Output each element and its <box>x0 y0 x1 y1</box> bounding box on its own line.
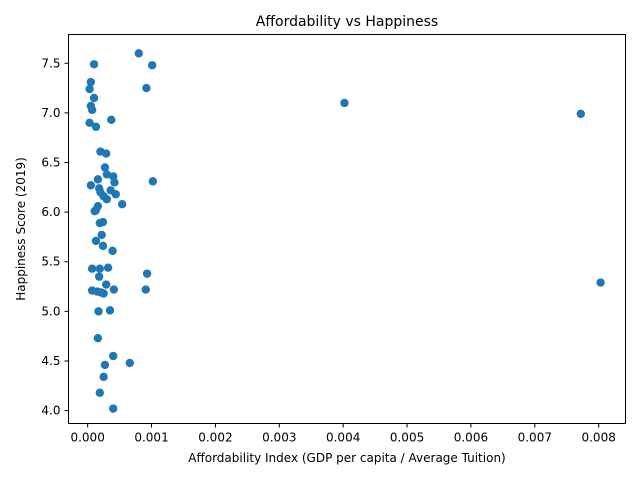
data-point <box>95 388 104 397</box>
x-axis-label: Affordability Index (GDP per capita / Av… <box>188 451 505 465</box>
x-tick-label: 0.005 <box>390 431 424 445</box>
data-point <box>101 280 111 289</box>
data-point <box>94 272 104 281</box>
data-point <box>85 84 94 94</box>
data-point <box>142 269 152 278</box>
data-point <box>89 60 99 69</box>
x-tick-label: 0.006 <box>454 431 488 445</box>
y-tick-label: 7.0 <box>41 106 60 120</box>
data-point <box>93 175 103 184</box>
data-point <box>91 236 101 246</box>
data-point <box>90 206 99 216</box>
data-point <box>93 333 103 343</box>
data-point <box>596 278 605 287</box>
data-point <box>148 177 158 186</box>
data-point <box>89 93 99 103</box>
x-axis-ticks: 0.000 0.001 0.002 0.003 0.004 0.005 0.006 0.007… <box>70 423 616 445</box>
data-point <box>85 118 94 128</box>
x-tick-label: 0.001 <box>134 431 168 445</box>
data-point <box>109 404 118 413</box>
data-point <box>125 358 135 368</box>
plot-frame <box>68 34 626 424</box>
y-tick-label: 4.5 <box>41 354 60 368</box>
y-tick-label: 7.5 <box>41 56 60 70</box>
data-point <box>87 264 97 273</box>
data-point <box>87 105 97 115</box>
data-point <box>101 149 111 158</box>
data-points <box>85 49 605 413</box>
data-point <box>102 170 112 179</box>
data-point <box>86 181 96 190</box>
data-point <box>98 241 108 251</box>
data-point <box>576 109 585 119</box>
x-tick-label: 0.002 <box>198 431 232 445</box>
data-point <box>147 61 157 70</box>
data-point <box>142 83 151 93</box>
x-tick-label: 0.000 <box>70 431 104 445</box>
y-axis-ticks: 4.0 4.5 5.0 5.5 6.0 6.5 7.0 7.5 <box>41 56 69 418</box>
x-tick-label: 0.008 <box>581 431 615 445</box>
data-point <box>86 77 96 87</box>
plot-area <box>68 34 626 424</box>
data-point <box>99 289 108 298</box>
y-tick-label: 4.0 <box>41 404 60 418</box>
chart-title: Affordability vs Happiness <box>256 14 438 30</box>
data-point <box>97 230 106 240</box>
y-tick-label: 6.0 <box>41 205 60 219</box>
y-tick-label: 6.5 <box>41 156 60 170</box>
x-tick-label: 0.003 <box>262 431 296 445</box>
data-point <box>109 351 118 361</box>
data-point <box>91 122 101 131</box>
data-point <box>110 178 119 187</box>
data-point <box>95 264 104 273</box>
y-tick-label: 5.0 <box>41 304 60 318</box>
y-tick-label: 5.5 <box>41 255 60 269</box>
y-axis-label: Happiness Score (2019) <box>14 157 28 301</box>
data-point <box>141 285 150 294</box>
data-point <box>107 115 116 125</box>
x-tick-label: 0.007 <box>518 431 552 445</box>
data-point <box>102 195 112 204</box>
data-point <box>94 307 103 316</box>
data-point <box>108 246 117 256</box>
data-point <box>99 372 108 382</box>
data-point <box>117 199 127 209</box>
data-point <box>100 163 110 172</box>
data-point <box>109 285 119 294</box>
data-point <box>111 190 120 199</box>
data-point <box>100 360 110 370</box>
data-point <box>134 49 143 58</box>
data-point <box>103 263 113 272</box>
data-point <box>340 98 349 108</box>
data-point <box>105 306 115 315</box>
data-point <box>95 218 104 228</box>
x-tick-label: 0.004 <box>326 431 360 445</box>
